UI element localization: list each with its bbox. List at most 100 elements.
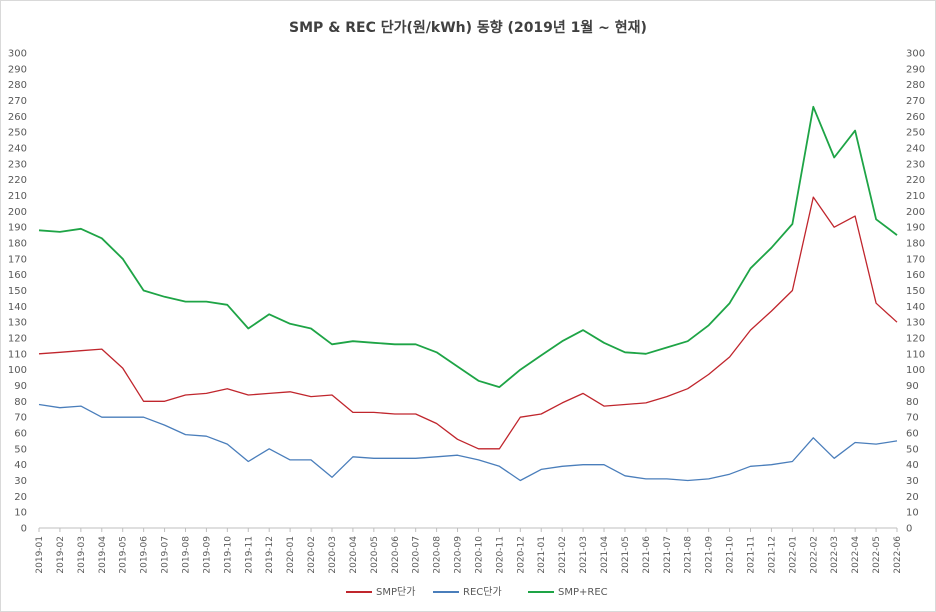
y-tick-label-right: 170 — [906, 254, 925, 265]
y-tick-label-left: 0 — [21, 524, 27, 535]
chart-title: SMP & REC 단가(원/kWh) 동향 (2019년 1월 ~ 현재) — [289, 19, 647, 36]
y-tick-label-left: 220 — [8, 175, 27, 186]
x-tick-label: 2019-05 — [119, 536, 129, 574]
x-tick-label: 2019-08 — [181, 536, 191, 574]
x-tick-label: 2019-04 — [98, 536, 108, 574]
y-tick-label-right: 50 — [906, 444, 919, 455]
x-tick-label: 2022-06 — [893, 536, 903, 574]
x-tick-label: 2021-02 — [558, 536, 568, 574]
y-tick-label-left: 70 — [14, 413, 27, 424]
legend-label-2: REC단가 — [463, 586, 502, 598]
y-tick-label-left: 240 — [8, 144, 27, 155]
y-tick-label-right: 90 — [906, 381, 919, 392]
x-tick-label: 2020-06 — [391, 536, 401, 574]
y-tick-label-right: 220 — [906, 175, 925, 186]
x-tick-label: 2020-05 — [370, 536, 380, 574]
x-tick-label: 2022-03 — [830, 536, 840, 574]
x-tick-label: 2021-11 — [747, 536, 757, 574]
y-tick-label-left: 90 — [14, 381, 27, 392]
y-tick-label-right: 200 — [906, 207, 925, 218]
x-tick-label: 2021-05 — [621, 536, 631, 574]
y-tick-label-left: 150 — [8, 286, 27, 297]
x-tick-label: 2020-03 — [328, 536, 338, 574]
x-tick-label: 2019-07 — [161, 536, 171, 574]
y-tick-label-right: 40 — [906, 460, 919, 471]
x-tick-label: 2022-05 — [872, 536, 882, 574]
y-tick-label-left: 40 — [14, 460, 27, 471]
series-layer — [38, 105, 898, 482]
y-tick-label-left: 130 — [8, 318, 27, 329]
y-tick-label-left: 110 — [8, 349, 27, 360]
x-tick-label: 2021-08 — [684, 536, 694, 574]
y-tick-label-right: 180 — [906, 239, 925, 250]
y-tick-label-left: 200 — [8, 207, 27, 218]
series-line-2 — [38, 403, 898, 482]
y-tick-label-left: 290 — [8, 64, 27, 75]
y-tick-label-left: 280 — [8, 80, 27, 91]
x-tick-label: 2022-04 — [851, 536, 861, 574]
x-tick-label: 2019-02 — [56, 536, 66, 574]
y-tick-label-right: 10 — [906, 508, 919, 519]
y-tick-label-left: 100 — [8, 365, 27, 376]
y-tick-label-left: 10 — [14, 508, 27, 519]
legend-label-1: SMP단가 — [376, 586, 415, 598]
x-tick-label: 2020-08 — [433, 536, 443, 574]
y-tick-label-right: 70 — [906, 413, 919, 424]
y-tick-label-right: 300 — [906, 49, 925, 60]
legend-label-3: SMP+REC — [558, 587, 608, 598]
y-tick-label-left: 30 — [14, 476, 27, 487]
x-tick-label: 2019-12 — [265, 536, 275, 574]
y-tick-label-right: 140 — [906, 302, 925, 313]
x-tick-label: 2020-04 — [349, 536, 359, 574]
y-tick-label-right: 150 — [906, 286, 925, 297]
y-tick-label-left: 210 — [8, 191, 27, 202]
x-tick-label: 2021-06 — [642, 536, 652, 574]
x-tick-label: 2021-04 — [600, 536, 610, 574]
x-tick-label: 2020-01 — [286, 536, 296, 574]
y-tick-label-right: 190 — [906, 223, 925, 234]
x-tick-label: 2020-07 — [412, 536, 422, 574]
y-tick-label-left: 160 — [8, 270, 27, 281]
x-tick-label: 2020-11 — [495, 536, 505, 574]
x-tick-label: 2020-09 — [454, 536, 464, 574]
x-tick-label: 2019-11 — [244, 536, 254, 574]
y-tick-label-left: 20 — [14, 492, 27, 503]
y-tick-label-right: 230 — [906, 159, 925, 170]
y-tick-label-right: 20 — [906, 492, 919, 503]
x-tick-label: 2019-09 — [202, 536, 212, 574]
y-tick-label-left: 250 — [8, 128, 27, 139]
y-tick-label-left: 260 — [8, 112, 27, 123]
y-tick-label-right: 260 — [906, 112, 925, 123]
y-tick-label-right: 250 — [906, 128, 925, 139]
x-tick-label: 2021-12 — [767, 536, 777, 574]
x-tick-label: 2022-01 — [788, 536, 798, 574]
y-tick-label-right: 0 — [906, 524, 912, 535]
x-tick-label: 2021-01 — [537, 536, 547, 574]
y-tick-label-left: 300 — [8, 49, 27, 60]
y-tick-label-right: 280 — [906, 80, 925, 91]
x-tick-label: 2019-03 — [77, 536, 87, 574]
y-tick-label-left: 140 — [8, 302, 27, 313]
y-tick-label-right: 240 — [906, 144, 925, 155]
series-line-3 — [38, 105, 898, 389]
y-tick-label-right: 130 — [906, 318, 925, 329]
x-tick-label: 2021-10 — [726, 536, 736, 574]
y-tick-label-left: 80 — [14, 397, 27, 408]
y-tick-label-left: 120 — [8, 334, 27, 345]
x-tick-label: 2019-01 — [35, 536, 45, 574]
y-tick-label-right: 160 — [906, 270, 925, 281]
axis-layer: 0 0 10 10 20 20 30 30 40 40 50 50 60 60 70 70 80 80 90 90 10… — [8, 49, 925, 574]
x-tick-label: 2020-12 — [516, 536, 526, 574]
y-tick-label-right: 210 — [906, 191, 925, 202]
x-tick-label: 2020-10 — [474, 536, 484, 574]
legend: SMP단가 REC단가 SMP+REC — [346, 586, 608, 598]
y-tick-label-right: 80 — [906, 397, 919, 408]
x-tick-label: 2021-09 — [705, 536, 715, 574]
y-tick-label-right: 30 — [906, 476, 919, 487]
x-tick-label: 2019-06 — [140, 536, 150, 574]
y-tick-label-right: 270 — [906, 96, 925, 107]
y-tick-label-right: 60 — [906, 429, 919, 440]
x-tick-label: 2019-10 — [223, 536, 233, 574]
